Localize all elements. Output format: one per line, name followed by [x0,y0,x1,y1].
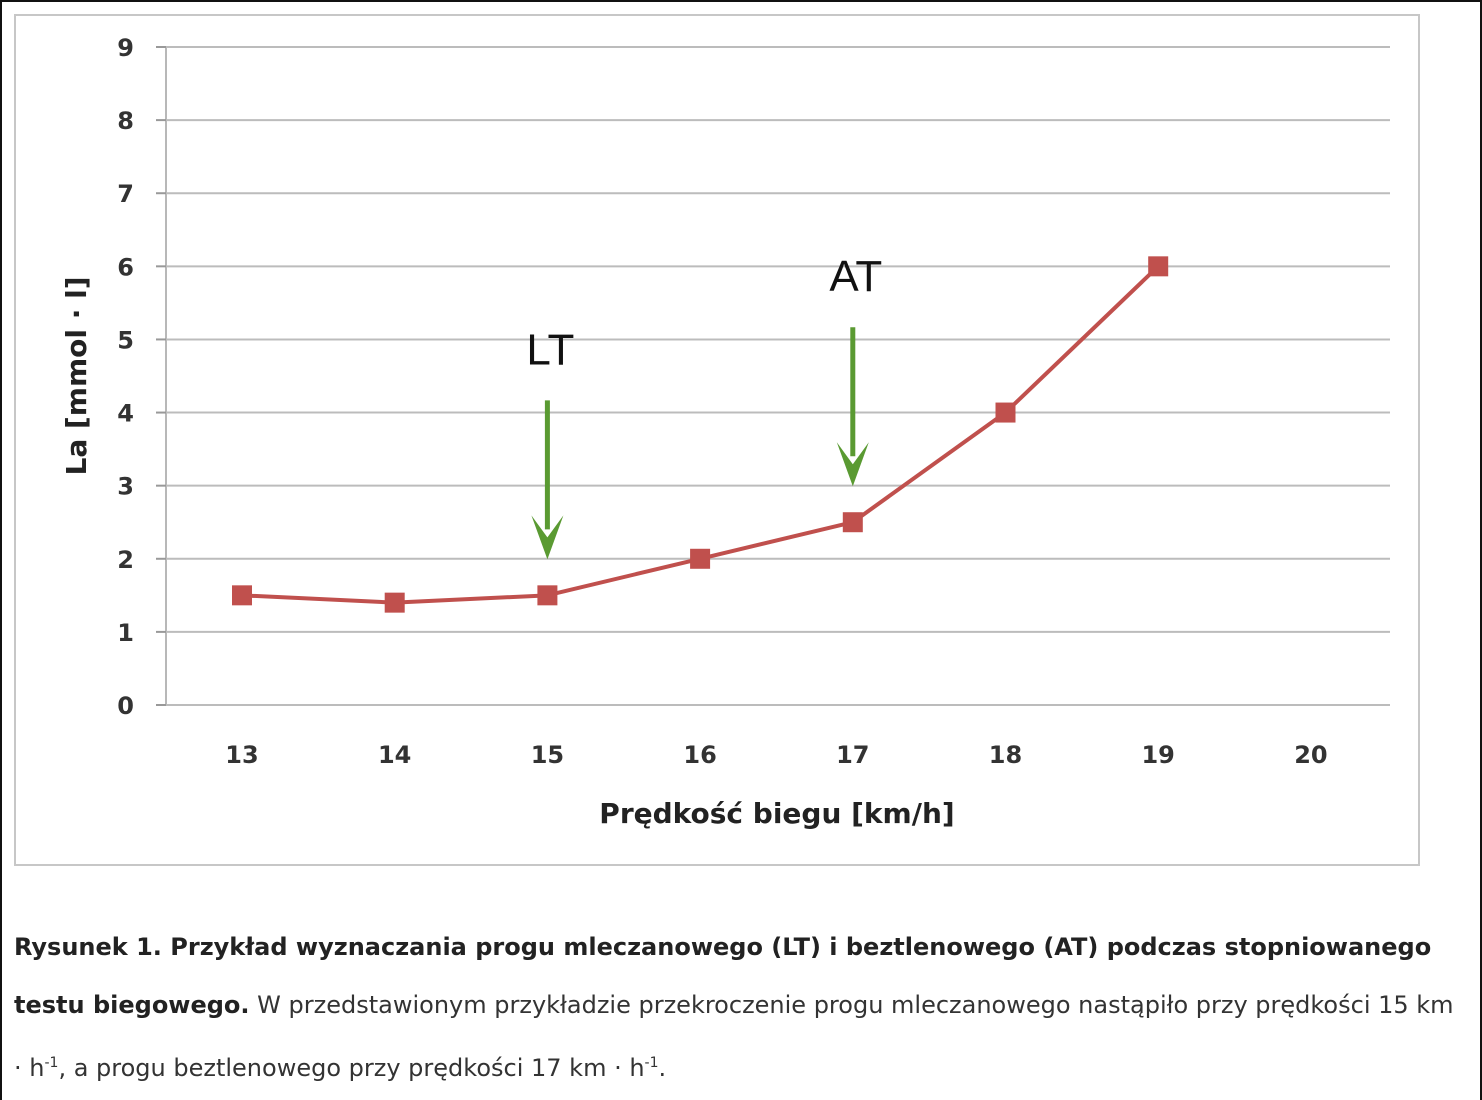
y-tick-label-5: 5 [117,326,134,354]
data-point-18 [995,402,1016,423]
data-point-15 [537,585,558,606]
y-tick-label-4: 4 [117,400,134,428]
x-tick-label-14: 14 [378,741,411,769]
series-la [232,256,1169,613]
y-tick-label-3: 3 [117,473,134,501]
y-tick-labels: 0 1 2 3 4 5 6 7 8 9 [117,34,134,720]
data-point-13 [232,585,252,606]
y-tick-label-8: 8 [117,107,134,135]
x-tick-label-15: 15 [531,741,564,769]
x-tick-label-13: 13 [225,741,258,769]
y-tick-label-0: 0 [117,692,134,720]
annotation-label-AT: AT [829,252,882,301]
data-point-16 [690,548,711,569]
y-tick-label-9: 9 [117,34,134,62]
caption-sup-2: -1 [644,1055,659,1071]
caption-text-2: , a progu beztlenowego przy prędkości 17… [58,1054,645,1082]
data-point-17 [842,512,863,533]
frame-right-border [1480,0,1482,1100]
y-tick-label-7: 7 [117,180,134,208]
y-tick-label-6: 6 [117,253,134,281]
y-tick-label-1: 1 [117,619,134,647]
x-tick-label-18: 18 [989,741,1022,769]
caption-text: W przedstawionym przykładzie przekroczen… [14,991,1454,1082]
x-tick-label-19: 19 [1141,741,1174,769]
x-axis-title: Prędkość biegu [km/h] [599,797,954,830]
x-tick-label-17: 17 [836,741,869,769]
chart-box [14,14,1420,866]
annotation-arrow-head-LT [531,515,564,560]
x-tick-labels: 13 14 15 16 17 18 19 20 [225,741,1327,769]
caption-title: Rysunek 1. Przykład wyznaczania progu ml… [14,933,1432,1019]
y-axis-title: La [mmol · l] [60,277,93,476]
y-tick-label-2: 2 [117,546,134,574]
x-tick-label-20: 20 [1294,741,1327,769]
gridlines [156,46,1390,706]
caption-end: . [658,1054,667,1082]
annotations: LT AT [526,252,882,560]
annotation-arrow-head-AT [836,442,869,487]
frame-left-border [0,0,2,1100]
line-chart: 0 1 2 3 4 5 6 7 8 9 13 14 15 16 17 18 19 20 LT AT Prędkoś… [60,34,1390,830]
data-point-19 [1148,256,1169,277]
x-tick-label-16: 16 [683,741,716,769]
caption-sup-1: -1 [44,1055,59,1071]
annotation-label-LT: LT [526,325,574,374]
figure-caption: Rysunek 1. Przykład wyznaczania progu ml… [14,918,1464,1097]
data-point-14 [384,592,405,613]
frame-top-border [0,0,1482,2]
